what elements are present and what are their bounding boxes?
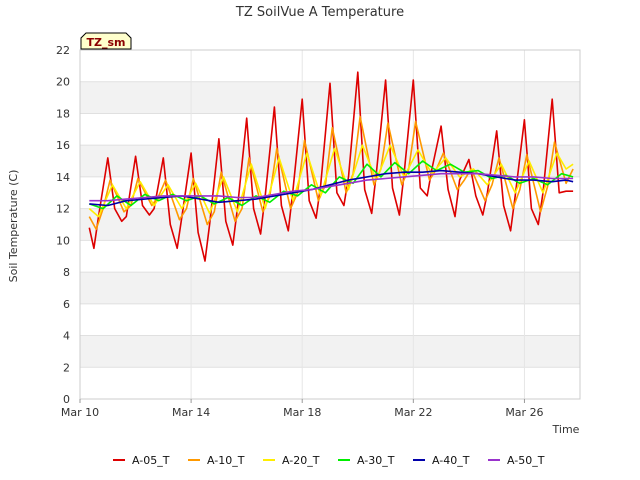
x-tick-label: Mar 10 (61, 406, 99, 419)
series-line-a-05-t (88, 71, 574, 262)
plot-band (80, 113, 580, 146)
legend-label: A-10_T (207, 454, 245, 467)
series-line-a-10-t (88, 115, 574, 231)
x-tick-label: Mar 18 (283, 406, 321, 419)
y-tick-label: 22 (56, 44, 70, 57)
plot-band (80, 208, 580, 241)
y-tick-label: 2 (63, 361, 70, 374)
series-line-a-50-t (89, 172, 574, 202)
x-tick-label: Mar 14 (172, 406, 210, 419)
y-tick-label: 20 (56, 76, 70, 89)
series-lines (88, 71, 574, 262)
legend-label: A-50_T (507, 454, 545, 467)
x-axis-title: Time (552, 423, 580, 436)
y-tick-label: 8 (63, 266, 70, 279)
y-tick-label: 12 (56, 203, 70, 216)
x-axis-ticks: Mar 10 Mar 14 Mar 18 Mar 22 Mar 26 (61, 399, 544, 419)
y-tick-label: 6 (63, 298, 70, 311)
y-tick-label: 16 (56, 139, 70, 152)
plot-background-bands (80, 50, 580, 399)
y-tick-label: 18 (56, 107, 70, 120)
series-line-a-20-t (88, 144, 574, 218)
plot-band (80, 335, 580, 368)
badge: TZ_sm (80, 32, 132, 50)
legend-item: A-30_T (338, 454, 395, 467)
legend-item: A-20_T (263, 454, 320, 467)
legend-label: A-30_T (357, 454, 395, 467)
legend: A-05_T A-10_T A-20_T A-30_T A-40_T A-50_T (113, 454, 545, 467)
legend-label: A-20_T (282, 454, 320, 467)
legend-item: A-40_T (413, 454, 470, 467)
badge-label: TZ_sm (87, 36, 126, 49)
legend-item: A-50_T (488, 454, 545, 467)
y-tick-label: 10 (56, 234, 70, 247)
plot-band (80, 240, 580, 273)
badge-shape (80, 32, 132, 50)
plot-band (80, 272, 580, 304)
chart-title: TZ SoilVue A Temperature (235, 5, 404, 20)
y-tick-label: 0 (63, 393, 70, 406)
x-tick-label: Mar 26 (505, 406, 543, 419)
plot-band (80, 50, 580, 82)
plot-band (80, 303, 580, 336)
x-tick-label: Mar 22 (394, 406, 432, 419)
legend-label: A-05_T (132, 454, 170, 467)
y-tick-label: 14 (56, 171, 70, 184)
legend-item: A-05_T (113, 454, 170, 467)
y-tick-label: 4 (63, 330, 70, 343)
legend-label: A-40_T (432, 454, 470, 467)
plot-band (80, 367, 580, 399)
y-axis-title: Soil Temperature (C) (7, 170, 20, 283)
plot-border (79, 49, 581, 400)
y-axis-ticks: 0 2 4 6 8 10 12 14 16 18 20 22 (56, 44, 70, 406)
legend-item: A-10_T (188, 454, 245, 467)
